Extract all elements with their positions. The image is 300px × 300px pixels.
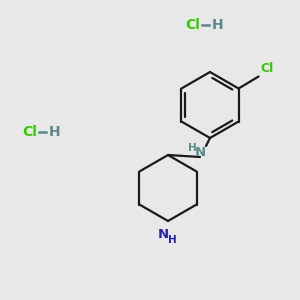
Text: Cl: Cl	[22, 125, 37, 139]
Text: N: N	[158, 227, 169, 241]
Text: Cl: Cl	[185, 18, 200, 32]
Text: H: H	[168, 235, 176, 245]
Text: N: N	[194, 146, 206, 158]
Text: H: H	[212, 18, 224, 32]
Text: Cl: Cl	[261, 61, 274, 74]
Text: H: H	[188, 143, 196, 153]
Text: H: H	[49, 125, 61, 139]
